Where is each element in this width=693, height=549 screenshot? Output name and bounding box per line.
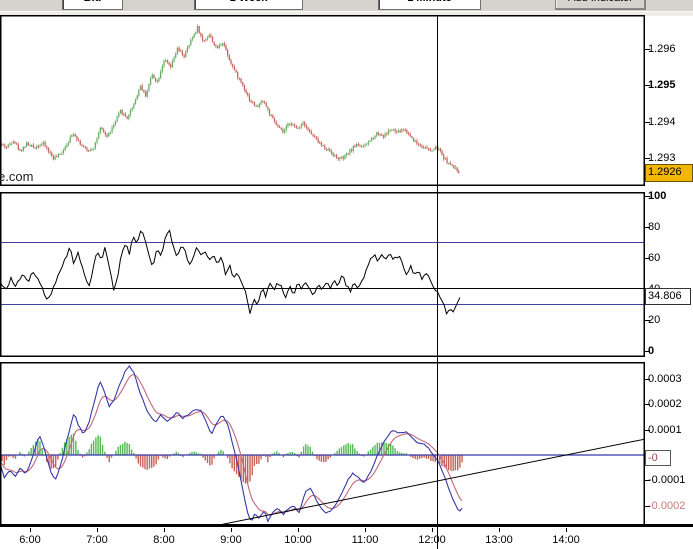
time-axis-tick <box>499 528 500 532</box>
y-axis-tick <box>645 379 650 381</box>
macd-panel[interactable] <box>0 362 645 527</box>
y-axis-label: 100 <box>648 190 667 202</box>
time-axis-label: 14:00 <box>552 534 580 546</box>
macd-chart[interactable] <box>0 362 645 527</box>
y-axis-tick <box>645 227 650 228</box>
chart-bottom-border <box>0 524 693 527</box>
y-axis-label: 80 <box>648 221 661 233</box>
interval-dropdown[interactable]: 1 Minute <box>378 0 481 10</box>
y-axis-label: 60 <box>648 252 661 264</box>
y-axis-tick <box>645 49 650 50</box>
y-axis-tick <box>645 196 650 197</box>
y-axis-tick <box>645 158 650 160</box>
oscillator-panel[interactable] <box>0 192 645 357</box>
bid-dropdown[interactable]: Bid <box>62 0 123 10</box>
y-axis-label: 0 <box>648 345 655 357</box>
y-axis-tick <box>645 505 650 507</box>
y-axis-label: 1.296 <box>648 43 676 55</box>
add-indicator-button[interactable]: Add Indicator <box>555 0 646 10</box>
oscillator-value-label: 34.806 <box>645 288 691 305</box>
y-axis-tick <box>645 429 650 431</box>
time-axis-label: 10:00 <box>284 534 312 546</box>
crosshair-vertical-line <box>437 15 438 549</box>
y-axis-tick <box>645 480 650 482</box>
y-axis-tick <box>645 320 650 321</box>
y-axis-tick <box>645 404 650 406</box>
y-axis-tick <box>645 85 650 87</box>
oscillator-chart[interactable] <box>0 192 645 357</box>
time-axis-tick <box>231 528 232 532</box>
time-axis-tick <box>30 528 31 532</box>
time-axis-tick <box>164 528 165 532</box>
current-bid-label: 1.2926 <box>645 164 693 182</box>
y-axis-label: -0.0001 <box>648 474 686 487</box>
y-axis-label: 20 <box>648 314 661 326</box>
y-axis-tick <box>645 351 650 352</box>
time-axis-label: 13:00 <box>485 534 513 546</box>
y-axis-label: 0.0003 <box>648 373 682 386</box>
range-dropdown[interactable]: 1 Week <box>194 0 303 10</box>
y-axis-label: 0.0002 <box>648 398 682 411</box>
y-axis-label: 1.295 <box>648 79 676 92</box>
y-axis-label: 1.293 <box>648 152 676 165</box>
y-axis-label: 1.294 <box>648 115 676 128</box>
toolbar-divider <box>0 11 693 16</box>
y-axis-tick <box>645 121 650 123</box>
time-axis-label: 9:00 <box>220 534 242 546</box>
time-axis-label: 7:00 <box>86 534 108 546</box>
y-axis-tick <box>645 258 650 259</box>
y-axis-label: 0.0001 <box>648 423 682 436</box>
time-axis-tick <box>566 528 567 532</box>
time-axis-tick <box>432 528 433 532</box>
time-axis-tick <box>365 528 366 532</box>
watermark: e.com <box>0 169 34 184</box>
time-axis-tick <box>97 528 98 532</box>
time-axis-label: 11:00 <box>351 534 379 546</box>
y-axis-label: -0.0002 <box>648 499 686 512</box>
candlestick-chart[interactable] <box>0 15 645 186</box>
time-axis-label: 6:00 <box>19 534 41 546</box>
macd-value-label: -0 <box>645 450 671 466</box>
price-chart-panel[interactable] <box>0 15 645 186</box>
time-axis-label: 12:00 <box>418 534 446 546</box>
time-axis-label: 8:00 <box>153 534 175 546</box>
toolbar: Bid 1 Week 1 Minute Add Indicator <box>0 0 693 11</box>
time-axis-tick <box>298 528 299 532</box>
